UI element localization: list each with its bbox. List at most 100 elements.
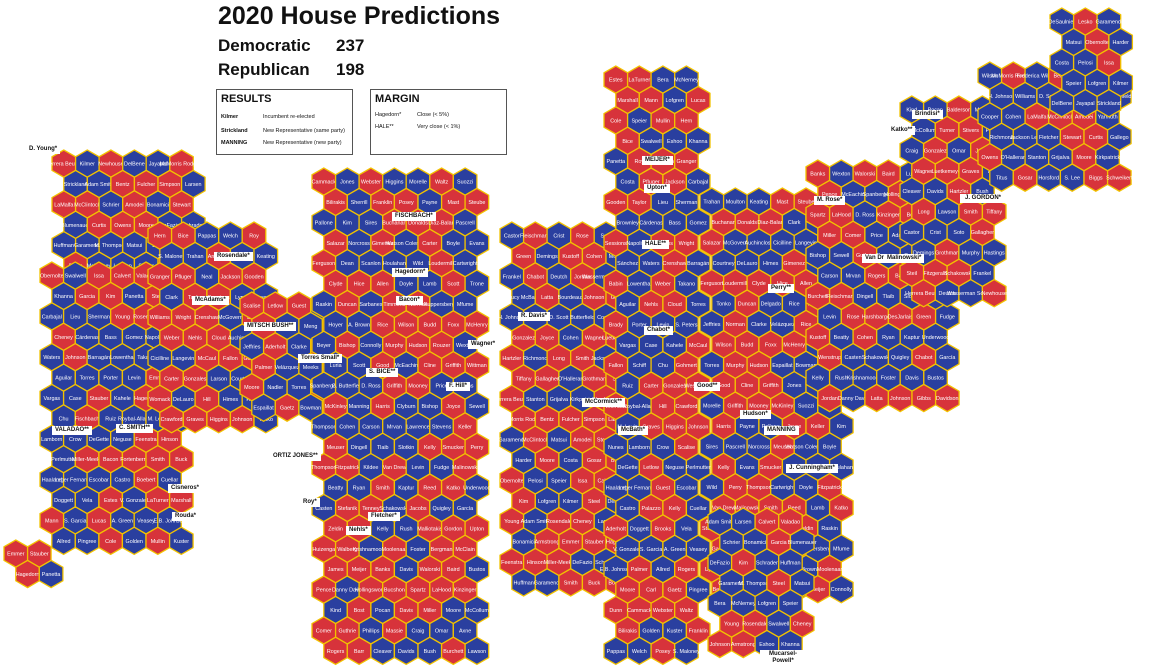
district-label: Strickland (64, 182, 88, 188)
district-label: Schrader (182, 223, 204, 229)
label-brindisi: Brindisi* (912, 110, 943, 119)
district-label: Schweikert (1106, 176, 1133, 182)
district-label: Amodei (125, 202, 143, 208)
district-label: Feenstra (135, 437, 156, 443)
district-label: Buck (175, 457, 187, 463)
label-hale: HALE** (642, 240, 670, 249)
district-label: Mann (45, 518, 59, 524)
district-label: Spartz (410, 588, 426, 594)
district-label: DelBene (1051, 101, 1072, 107)
district-label: Jones (340, 180, 355, 186)
district-label: Levin (823, 314, 836, 320)
district-label: Price (435, 384, 447, 390)
district-label: Mfume (457, 302, 473, 308)
district-label: Amodei (1075, 114, 1093, 120)
district-label: Tenney (362, 506, 380, 512)
district-label: Clarke (291, 344, 307, 350)
district-label: Walorski (420, 567, 440, 573)
label-hagedorn: Hagedorn* (392, 268, 429, 277)
district-label: Stauber (89, 396, 108, 402)
district-label: Katko (446, 486, 460, 492)
district-label: Gonzales (663, 384, 686, 390)
district-label: Keating (750, 200, 768, 206)
district-label: Schakowsky (379, 506, 409, 512)
district-label: Keating (257, 254, 275, 260)
district-label: Cole (610, 118, 621, 124)
district-label: Doggett (54, 498, 73, 504)
district-label: Crawford (161, 417, 183, 423)
district-label: Trone (470, 282, 484, 288)
district-label: Cooper (981, 114, 999, 120)
district-label: Bowman (300, 406, 321, 412)
district-label: Moore (620, 588, 635, 594)
district-label: Lofgren (1088, 81, 1106, 87)
district-label: Frankel (973, 271, 991, 277)
district-label: Adam Smith (521, 519, 550, 525)
district-label: Lowenthal (627, 282, 652, 288)
district-label: Cohen (563, 336, 579, 342)
district-label: Gooden (606, 200, 625, 206)
label-hill: F. Hill* (446, 382, 471, 391)
district-label: Kustoff (562, 254, 579, 260)
district-label: A. Brown (795, 567, 817, 573)
district-label: Bucshon (384, 588, 405, 594)
district-label: Cloud (668, 302, 682, 308)
district-label: Garcia (79, 294, 95, 300)
district-label: Duncan (338, 302, 357, 308)
district-label: Casten (315, 506, 332, 512)
district-label: Zeldin (799, 526, 814, 532)
district-label: Babin (609, 282, 623, 288)
district-label: Neal (201, 274, 212, 280)
district-label: Miller (823, 233, 836, 239)
district-label: Cárdenas (639, 220, 663, 226)
label-cunningham: J. Cunningham* (786, 464, 838, 473)
district-label: Wexton (456, 343, 474, 349)
district-label: Obernolte (1085, 40, 1109, 46)
district-label: Newhouse (981, 291, 1006, 297)
district-label: Wright (176, 315, 192, 321)
district-label: Buck (588, 580, 600, 586)
district-label: Lesko (1078, 20, 1092, 26)
district-label: Gonzalez (924, 148, 947, 154)
district-label: Smith (576, 356, 590, 362)
district-label: Gimenez (783, 261, 805, 267)
district-label: Hill (659, 404, 667, 410)
district-label: Garamendi (1096, 20, 1123, 26)
district-label: Hern (681, 118, 693, 124)
district-label: Herrera Beutler (905, 291, 942, 297)
district-label: Taylor (632, 200, 647, 206)
district-label: Banks (375, 567, 390, 573)
district-label: Clyburn (397, 404, 416, 410)
label-mucarsel-powell: Mucarsel-Powell* (760, 650, 806, 666)
district-label: Castor (904, 230, 920, 236)
district-label: Emmer (562, 540, 580, 546)
district-label: Kelly (718, 465, 730, 471)
district-label: Tiffany (516, 376, 532, 382)
tally-democratic: Democratic 237 (218, 36, 364, 56)
legend-results: RESULTS Kilmer Incumbent re-elected Stric… (216, 89, 353, 155)
district-label: Fulcher (137, 182, 155, 188)
district-label: Stanton (526, 397, 545, 403)
district-label: Stauber (585, 540, 604, 546)
district-label: Wexton (832, 172, 850, 178)
district-label: Espaillat (253, 406, 274, 412)
district-label: Williams (150, 315, 170, 321)
district-label: Omar (952, 148, 966, 154)
district-label: Welch (223, 234, 238, 240)
legend-key: Hagedorn* (375, 112, 402, 118)
district-label: Bilirakis (326, 200, 345, 206)
district-label: Doyle (399, 282, 413, 288)
district-label: A. Green (664, 547, 686, 553)
district-label: Crist (930, 230, 942, 236)
district-label: Bass (105, 335, 117, 341)
district-label: McKinley (771, 404, 793, 410)
district-label: Haaland (606, 486, 626, 492)
district-label: Young (504, 519, 519, 525)
district-label: Ruiz (622, 384, 633, 390)
district-label: Scanlon (361, 261, 380, 267)
district-label: Schrier (102, 202, 119, 208)
district-label: Granger (150, 274, 170, 280)
district-label: Demings (913, 250, 935, 256)
district-label: Allen (800, 281, 812, 287)
district-label: D. Ross (855, 212, 874, 218)
